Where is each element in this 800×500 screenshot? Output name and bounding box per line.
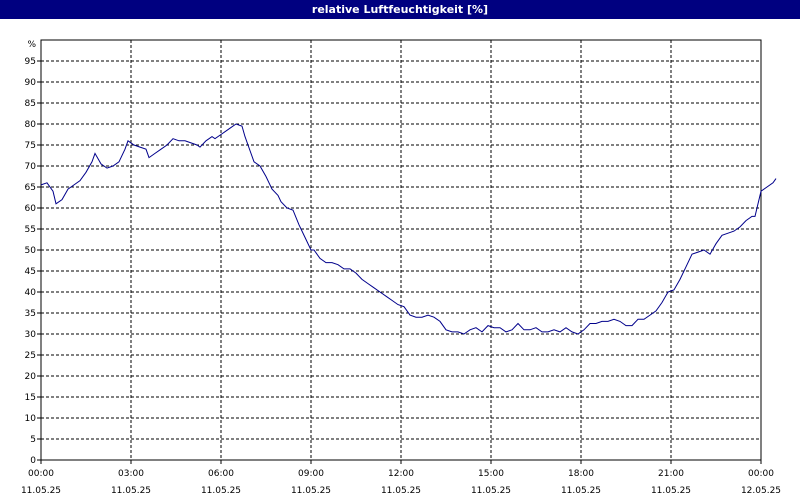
y-tick-label: 15 <box>25 393 36 403</box>
y-axis-label: % <box>27 40 36 50</box>
y-tick-label: 5 <box>30 435 36 445</box>
x-tick-date: 11.05.25 <box>651 486 691 496</box>
y-tick-label: 45 <box>25 267 36 277</box>
x-tick-time: 21:00 <box>658 469 684 479</box>
y-tick-label: 0 <box>30 456 36 466</box>
x-tick-date: 11.05.25 <box>291 486 331 496</box>
x-tick-date: 11.05.25 <box>471 486 511 496</box>
y-tick-label: 60 <box>25 204 37 214</box>
x-tick-time: 00:00 <box>28 469 54 479</box>
x-tick-time: 12:00 <box>388 469 414 479</box>
x-tick-date: 11.05.25 <box>21 486 61 496</box>
y-tick-label: 90 <box>25 78 37 88</box>
x-tick-time: 15:00 <box>478 469 504 479</box>
y-tick-label: 55 <box>25 225 36 235</box>
x-tick-date: 11.05.25 <box>381 486 421 496</box>
y-tick-label: 70 <box>25 162 37 172</box>
x-tick-time: 09:00 <box>298 469 324 479</box>
y-tick-label: 25 <box>25 351 36 361</box>
x-tick-date: 11.05.25 <box>201 486 241 496</box>
x-axis: 00:00 11.05.25 03:00 11.05.25 06:00 11.05.25 0… <box>21 460 781 496</box>
y-tick-label: 65 <box>25 183 36 193</box>
y-tick-label: 50 <box>25 246 37 256</box>
y-tick-label: 40 <box>25 288 37 298</box>
y-axis: 0 5 10 15 20 25 30 35 40 45 50 55 60 65 70 75 80 85 90 95 <box>25 57 41 466</box>
y-tick-label: 10 <box>25 414 37 424</box>
y-tick-label: 35 <box>25 309 36 319</box>
y-tick-label: 95 <box>25 57 36 67</box>
x-tick-time: 03:00 <box>118 469 144 479</box>
y-tick-label: 75 <box>25 141 36 151</box>
grid-lines <box>41 40 761 460</box>
x-tick-date: 11.05.25 <box>111 486 151 496</box>
humidity-line <box>40 123 777 335</box>
y-tick-label: 30 <box>25 330 37 340</box>
y-tick-label: 85 <box>25 99 36 109</box>
x-tick-time: 18:00 <box>568 469 594 479</box>
x-tick-time: 00:00 <box>748 469 774 479</box>
y-tick-label: 80 <box>25 120 37 130</box>
x-tick-date: 12.05.25 <box>741 486 781 496</box>
x-tick-date: 11.05.25 <box>561 486 601 496</box>
chart-title: relative Luftfeuchtigkeit [%] <box>0 0 800 19</box>
x-tick-time: 06:00 <box>208 469 234 479</box>
y-tick-label: 20 <box>25 372 37 382</box>
